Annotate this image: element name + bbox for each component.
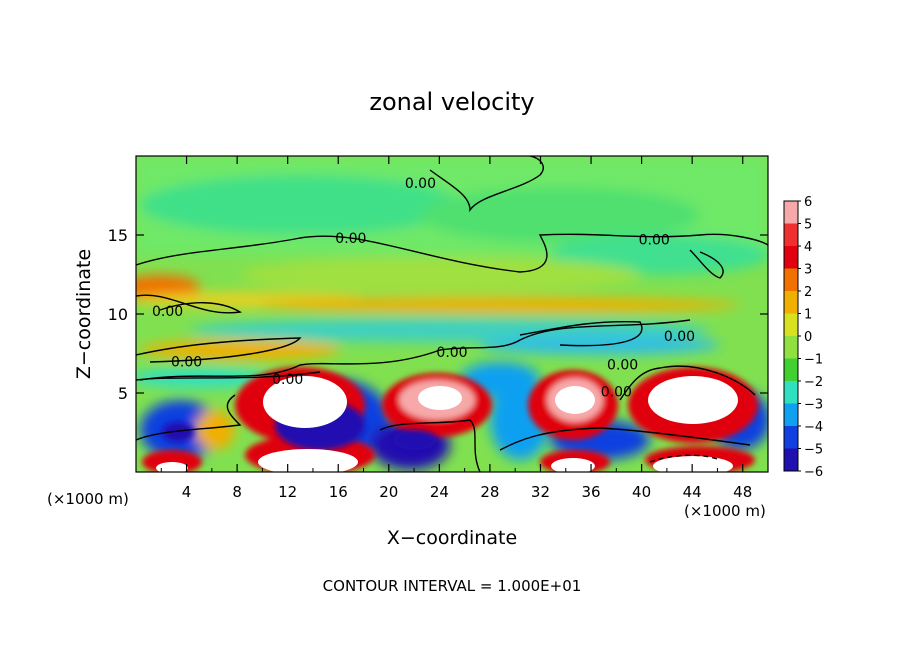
y-tick-label: 5 <box>118 384 128 403</box>
colorbar-swatch <box>784 223 798 246</box>
colorbar-swatch <box>784 403 798 426</box>
colorbar-label: 2 <box>804 285 812 300</box>
colorbar-label: −5 <box>804 443 823 458</box>
x-tick-label: 40 <box>632 483 651 501</box>
colorbar-swatch <box>784 381 798 404</box>
x-tick-label: 44 <box>683 483 702 501</box>
chart-title: zonal velocity <box>369 88 535 116</box>
colorbar-swatch <box>784 268 798 291</box>
colorbar-swatch <box>784 313 798 336</box>
x-units-left: (×1000 m) <box>47 490 129 508</box>
colorbar-label: 3 <box>804 263 812 278</box>
colorbar-swatch <box>784 426 798 449</box>
y-tick-label: 15 <box>108 226 128 245</box>
contour-label: 0.00 <box>171 354 202 370</box>
x-tick-label: 24 <box>430 483 449 501</box>
x-tick-label: 36 <box>581 483 600 501</box>
colorbar-label: −3 <box>804 398 823 413</box>
colorbar-label: 0 <box>804 330 812 345</box>
colorbar-label: 5 <box>804 218 812 233</box>
colorbar-label: −6 <box>804 465 823 480</box>
colorbar-label: −4 <box>804 420 823 435</box>
x-tick-label: 20 <box>379 483 398 501</box>
contour-label: 0.00 <box>405 176 436 192</box>
contour-label: 0.00 <box>335 231 366 247</box>
contour-labels: 0.00 0.00 0.00 0.00 0.00 0.00 0.00 0.00 0.00 0.00 <box>152 176 695 401</box>
colorbar-swatch <box>784 336 798 359</box>
x-tick-label: 16 <box>329 483 348 501</box>
contour-label: 0.00 <box>664 329 695 345</box>
x-tick-label: 8 <box>232 483 242 501</box>
x-axis-label: X−coordinate <box>386 527 518 549</box>
contour-label: 0.00 <box>436 345 467 361</box>
colorbar-swatch <box>784 201 798 224</box>
contour-lines <box>136 156 768 472</box>
colorbar-swatch <box>784 358 798 381</box>
contour-label: 0.00 <box>601 384 632 400</box>
y-axis-ticks: 5 10 15 <box>108 226 768 403</box>
contour-label: 0.00 <box>272 372 303 388</box>
x-tick-label: 48 <box>733 483 752 501</box>
field-area <box>136 156 768 472</box>
colorbar-swatch <box>784 448 798 471</box>
contour-interval-note: CONTOUR INTERVAL = 1.000E+01 <box>322 577 582 595</box>
colorbar-label: 6 <box>804 195 812 210</box>
x-tick-label: 12 <box>278 483 297 501</box>
colorbar-label: 1 <box>804 308 812 323</box>
x-tick-label: 32 <box>531 483 550 501</box>
x-tick-label: 28 <box>480 483 499 501</box>
contour-label: 0.00 <box>152 304 183 320</box>
contour-label: 0.00 <box>639 233 670 249</box>
colorbar-swatch <box>784 291 798 314</box>
colorbar: 6 5 4 3 2 1 0 −1 −2 −3 −4 −5 −6 <box>783 195 823 480</box>
colorbar-label: −2 <box>804 375 823 390</box>
y-tick-label: 10 <box>108 305 128 324</box>
contour-label: 0.00 <box>607 358 638 374</box>
colorbar-label: 4 <box>804 240 812 255</box>
colorbar-swatch <box>784 246 798 269</box>
x-axis-ticks: 4 8 12 16 20 24 28 32 36 40 44 48 <box>160 156 752 501</box>
colorbar-label: −1 <box>804 353 823 368</box>
x-tick-label: 4 <box>182 483 192 501</box>
x-units-right: (×1000 m) <box>684 502 766 520</box>
